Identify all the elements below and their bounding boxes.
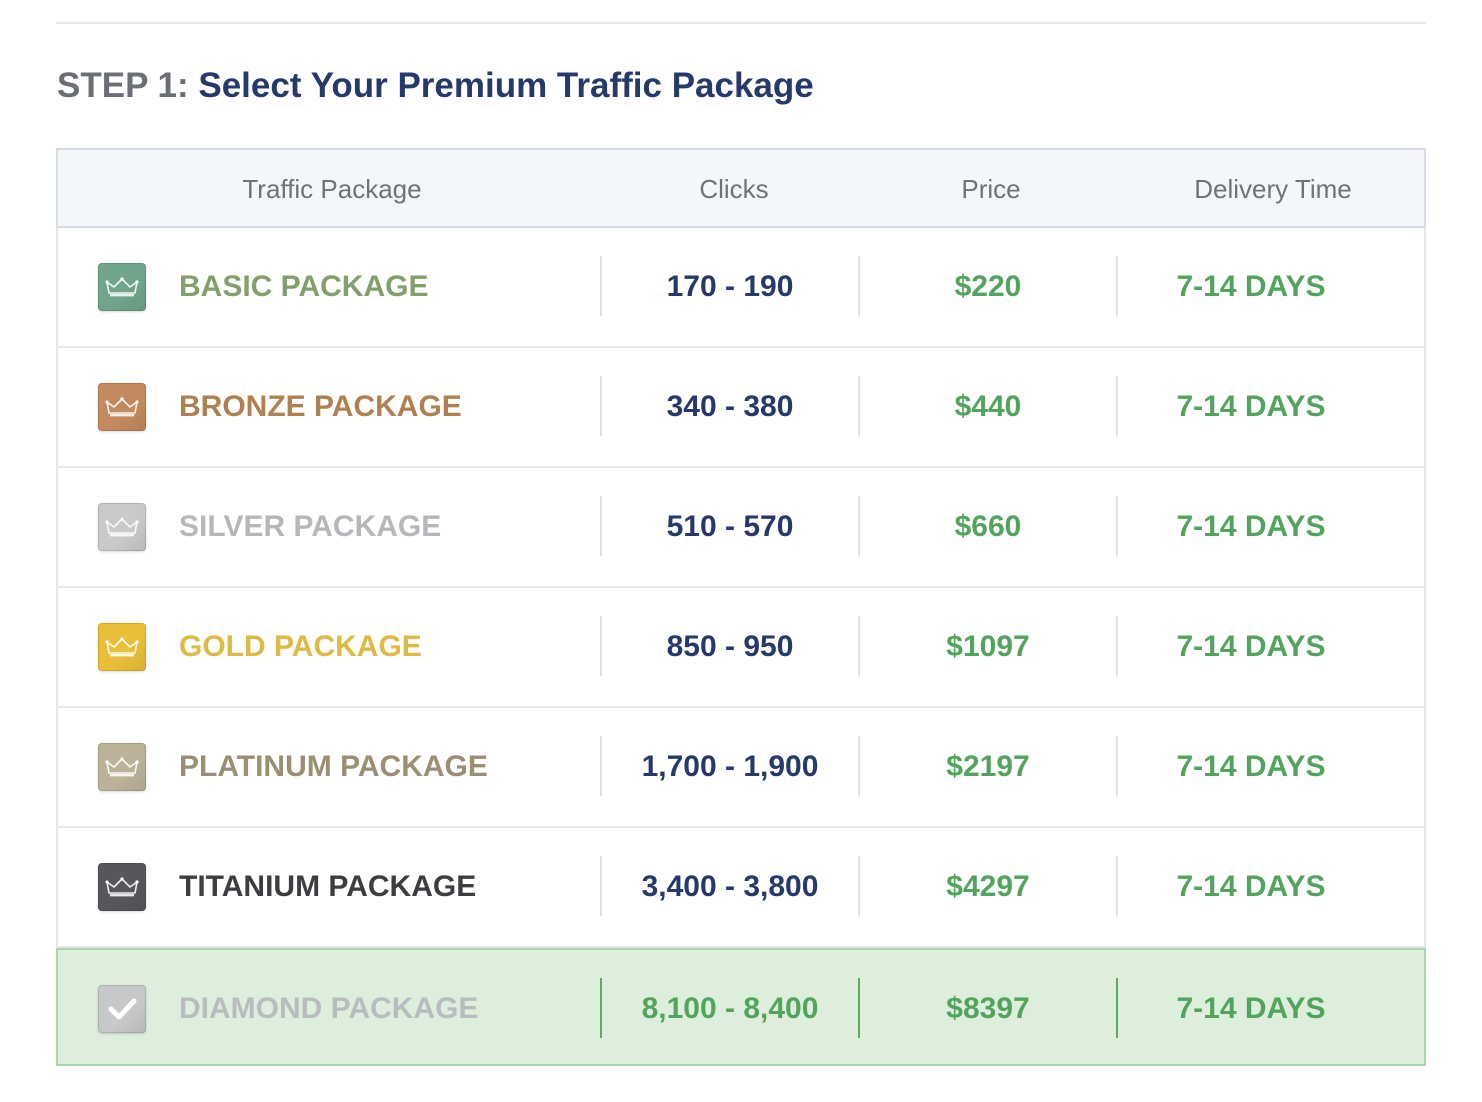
crown-icon <box>98 383 146 431</box>
price-value: $1097 <box>946 630 1030 663</box>
clicks-value: 510 - 570 <box>666 510 794 543</box>
column-divider <box>1116 616 1118 676</box>
column-divider <box>600 376 602 436</box>
step-heading: STEP 1: Select Your Premium Traffic Pack… <box>57 64 814 108</box>
column-divider <box>1116 496 1118 556</box>
checkmark-icon <box>98 985 146 1033</box>
column-divider <box>1116 856 1118 916</box>
column-divider <box>858 256 860 316</box>
price-value: $440 <box>954 390 1022 423</box>
column-divider <box>600 736 602 796</box>
column-divider <box>600 616 602 676</box>
column-divider <box>858 616 860 676</box>
package-row-silver[interactable]: SILVER PACKAGE 510 - 570 $660 7-14 DAYS <box>58 468 1424 588</box>
delivery-time-value: 7-14 DAYS <box>1176 992 1326 1025</box>
package-row-titanium[interactable]: TITANIUM PACKAGE 3,400 - 3,800 $4297 7-14 D… <box>58 828 1424 948</box>
column-divider <box>858 978 860 1038</box>
clicks-value: 850 - 950 <box>666 630 794 663</box>
clicks-value: 8,100 - 8,400 <box>641 992 819 1025</box>
step-label: STEP 1: <box>57 66 189 105</box>
column-divider <box>858 736 860 796</box>
column-header-delivery-time: Delivery Time <box>1194 174 1352 204</box>
delivery-time-value: 7-14 DAYS <box>1176 750 1326 783</box>
crown-icon <box>98 743 146 791</box>
package-name: SILVER PACKAGE <box>179 510 442 543</box>
clicks-value: 3,400 - 3,800 <box>641 870 819 903</box>
delivery-time-value: 7-14 DAYS <box>1176 870 1326 903</box>
column-divider <box>600 496 602 556</box>
delivery-time-value: 7-14 DAYS <box>1176 390 1326 423</box>
table-body: BASIC PACKAGE 170 - 190 $220 7-14 DAYS BRONZ… <box>56 228 1426 1066</box>
price-value: $220 <box>954 270 1022 303</box>
crown-icon <box>98 623 146 671</box>
column-divider <box>600 256 602 316</box>
column-divider <box>1116 978 1118 1038</box>
top-divider <box>56 22 1426 24</box>
package-name: BRONZE PACKAGE <box>179 390 462 423</box>
table-header: Traffic Package Clicks Price Delivery Ti… <box>56 148 1426 228</box>
package-row-bronze[interactable]: BRONZE PACKAGE 340 - 380 $440 7-14 DAYS <box>58 348 1424 468</box>
clicks-value: 1,700 - 1,900 <box>641 750 819 783</box>
step-title: Select Your Premium Traffic Package <box>198 66 814 105</box>
delivery-time-value: 7-14 DAYS <box>1176 270 1326 303</box>
column-divider <box>1116 736 1118 796</box>
package-name: GOLD PACKAGE <box>179 630 422 663</box>
package-name: DIAMOND PACKAGE <box>179 992 479 1025</box>
column-divider <box>858 856 860 916</box>
column-divider <box>858 496 860 556</box>
column-divider <box>1116 256 1118 316</box>
price-value: $4297 <box>946 870 1030 903</box>
price-value: $660 <box>954 510 1022 543</box>
column-divider <box>858 376 860 436</box>
crown-icon <box>98 503 146 551</box>
column-header-price: Price <box>961 174 1021 204</box>
column-divider <box>600 856 602 916</box>
delivery-time-value: 7-14 DAYS <box>1176 630 1326 663</box>
clicks-value: 170 - 190 <box>666 270 794 303</box>
crown-icon <box>98 863 146 911</box>
column-divider <box>600 978 602 1038</box>
package-row-gold[interactable]: GOLD PACKAGE 850 - 950 $1097 7-14 DAYS <box>58 588 1424 708</box>
package-table: Traffic Package Clicks Price Delivery Ti… <box>56 148 1426 1066</box>
package-row-diamond[interactable]: DIAMOND PACKAGE 8,100 - 8,400 $8397 7-14 DA… <box>56 948 1426 1066</box>
column-header-clicks: Clicks <box>699 174 769 204</box>
crown-icon <box>98 263 146 311</box>
price-value: $8397 <box>946 992 1030 1025</box>
column-header-traffic-package: Traffic Package <box>242 174 422 204</box>
delivery-time-value: 7-14 DAYS <box>1176 510 1326 543</box>
price-value: $2197 <box>946 750 1030 783</box>
clicks-value: 340 - 380 <box>666 390 794 423</box>
column-divider <box>1116 376 1118 436</box>
package-name: BASIC PACKAGE <box>179 270 429 303</box>
package-row-basic[interactable]: BASIC PACKAGE 170 - 190 $220 7-14 DAYS <box>58 228 1424 348</box>
package-name: TITANIUM PACKAGE <box>179 870 477 903</box>
package-row-platinum[interactable]: PLATINUM PACKAGE 1,700 - 1,900 $2197 7-14 D… <box>58 708 1424 828</box>
package-name: PLATINUM PACKAGE <box>179 750 488 783</box>
